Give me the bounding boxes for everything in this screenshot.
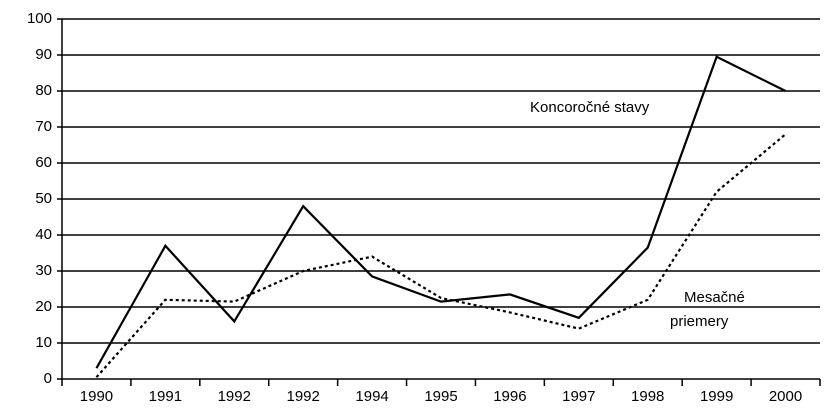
x-tick-label: 1996 [493, 388, 526, 405]
series-label: Koncoročné stavy [530, 99, 650, 116]
y-tick-label: 100 [27, 10, 52, 27]
x-tick-label: 1992 [218, 388, 251, 405]
y-tick-label: 20 [35, 298, 52, 315]
y-tick-label: 0 [44, 370, 52, 387]
x-tick-label: 1992 [286, 388, 319, 405]
y-tick-label: 30 [35, 262, 52, 279]
y-tick-label: 40 [35, 226, 52, 243]
series-label: Mesačné [684, 289, 745, 306]
series-label: priemery [670, 313, 729, 330]
x-tick-label: 1995 [424, 388, 457, 405]
x-tick-label: 1991 [149, 388, 182, 405]
x-tick-label: 1994 [355, 388, 388, 405]
x-tick-label: 2000 [769, 388, 802, 405]
x-tick-label: 1990 [80, 388, 113, 405]
series-line [95, 133, 787, 378]
y-tick-label: 50 [35, 190, 52, 207]
x-tick-label: 1999 [700, 388, 733, 405]
y-tick-label: 80 [35, 82, 52, 99]
y-tick-label: 10 [35, 334, 52, 351]
y-tick-label: 60 [35, 154, 52, 171]
series-line [95, 55, 787, 369]
y-tick-label: 90 [35, 46, 52, 63]
y-tick-label: 70 [35, 118, 52, 135]
x-tick-label: 1998 [631, 388, 664, 405]
x-tick-label: 1997 [562, 388, 595, 405]
